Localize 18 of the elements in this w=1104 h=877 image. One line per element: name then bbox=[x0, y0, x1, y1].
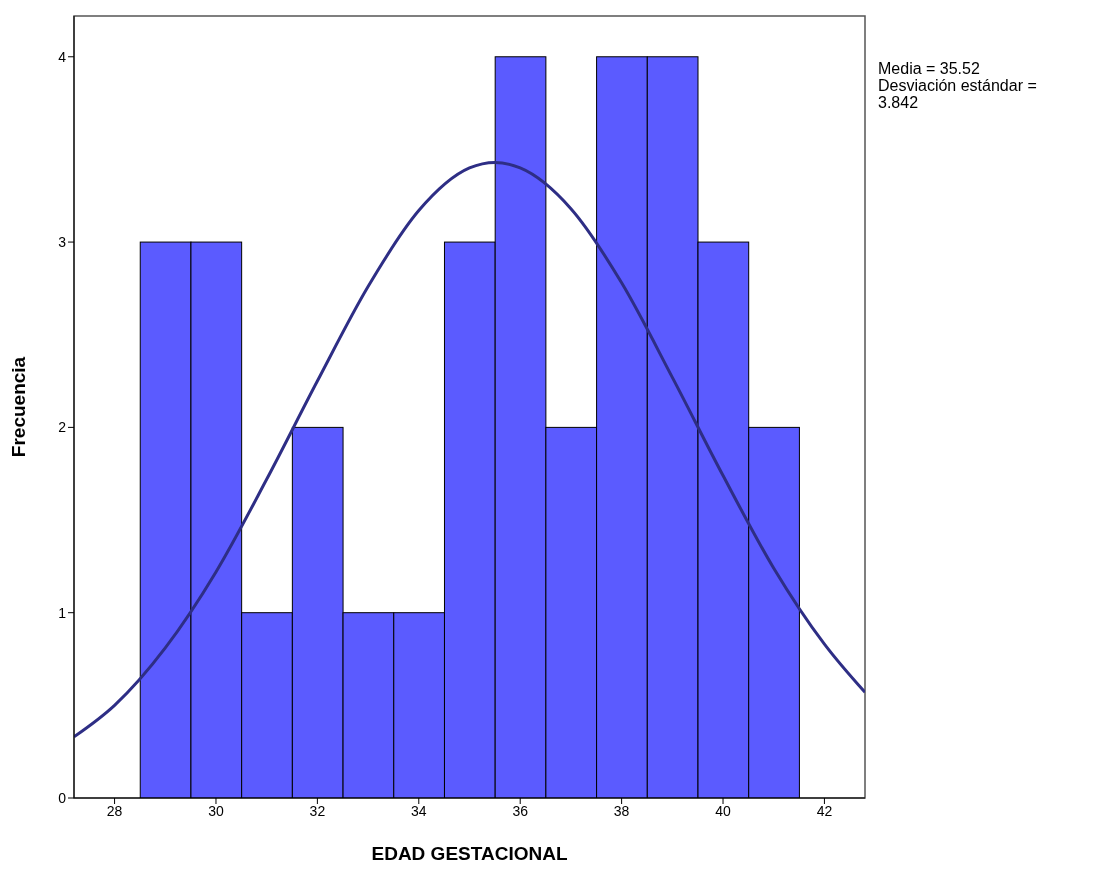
x-tick-label: 28 bbox=[106, 802, 123, 819]
x-tick-label: 34 bbox=[411, 802, 427, 819]
y-tick-label: 2 bbox=[58, 419, 67, 436]
y-axis-title: Frecuencia bbox=[7, 356, 29, 458]
y-tick-label: 3 bbox=[58, 234, 67, 251]
y-tick-label: 4 bbox=[58, 48, 67, 65]
y-tick-label: 1 bbox=[58, 604, 67, 621]
line-series bbox=[74, 160, 865, 739]
x-axis-title: EDAD GESTACIONAL bbox=[371, 843, 568, 864]
y-tick-label: 0 bbox=[58, 789, 67, 806]
x-tick-label: 30 bbox=[208, 802, 224, 819]
x-tick-label: 36 bbox=[512, 802, 529, 819]
text: Media = 35.52 bbox=[878, 60, 981, 77]
x-tick-label: 42 bbox=[816, 802, 833, 819]
x-tick-label: 32 bbox=[309, 802, 326, 819]
text: Desviación estándar = 3.842 bbox=[878, 77, 1038, 111]
x-tick-label: 40 bbox=[715, 802, 732, 819]
x-tick-label: 38 bbox=[613, 802, 630, 819]
